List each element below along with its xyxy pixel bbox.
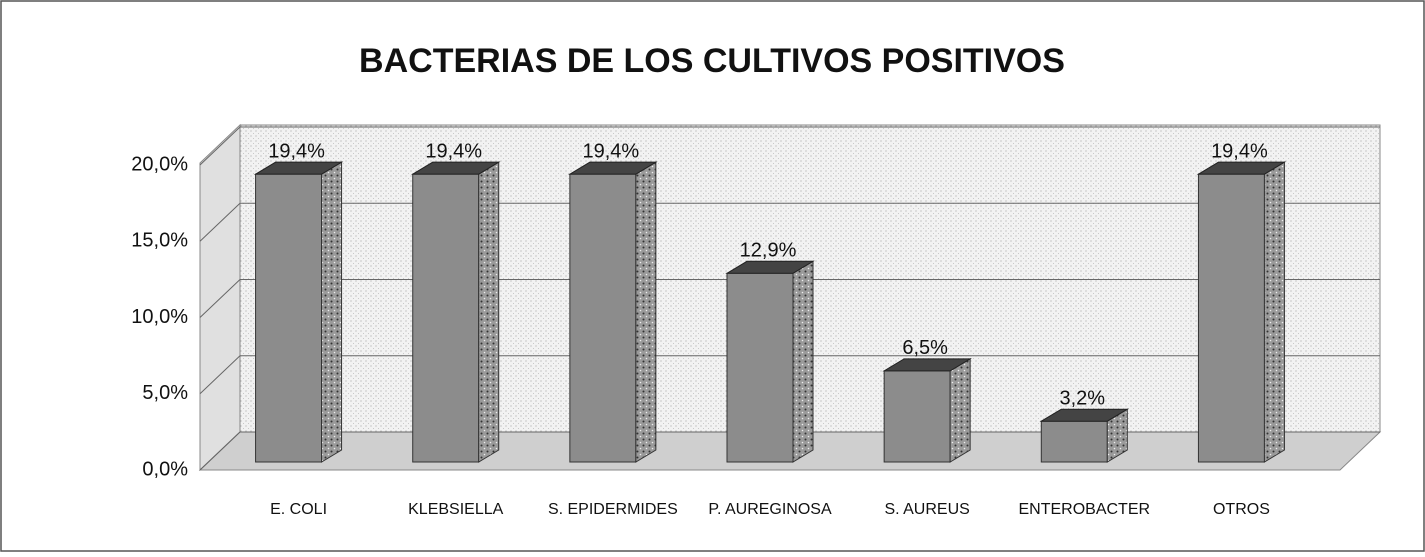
y-tick-label: 10,0% — [131, 306, 188, 328]
bar-side — [1263, 161, 1285, 463]
grid-line — [199, 202, 1380, 242]
x-tick-label: ENTEROBACTER — [1018, 501, 1150, 518]
bar — [412, 173, 480, 463]
side-wall — [199, 123, 241, 472]
grid-line — [199, 355, 1380, 395]
bar-top — [568, 161, 658, 175]
x-tick-label: S. EPIDERMIDES — [548, 501, 678, 518]
y-tick-label: 15,0% — [131, 230, 188, 252]
bar — [255, 173, 323, 463]
bar — [1197, 173, 1265, 463]
bar-side — [478, 161, 500, 463]
x-tick-label: KLEBSIELLA — [408, 501, 504, 518]
y-tick-label: 20,0% — [131, 153, 188, 175]
y-tick-label: 5,0% — [142, 382, 188, 404]
bar-top — [1039, 408, 1130, 422]
bar-side — [635, 161, 657, 463]
value-label: 3,2% — [1059, 387, 1105, 409]
bar-top — [253, 161, 344, 175]
value-label: 19,4% — [425, 140, 482, 162]
grid-line — [199, 279, 1380, 318]
value-label: 12,9% — [740, 240, 797, 262]
bar — [569, 173, 637, 463]
value-label: 19,4% — [582, 140, 639, 162]
bar — [1040, 420, 1108, 463]
value-label: 19,4% — [1211, 140, 1268, 162]
value-label: 19,4% — [268, 140, 325, 162]
bar-top — [410, 161, 501, 175]
bar-top — [725, 260, 815, 274]
bar-side — [792, 260, 814, 463]
bar-top — [882, 358, 972, 372]
bar-side — [949, 357, 971, 463]
grid-line — [199, 126, 1380, 166]
bar-side — [321, 161, 343, 463]
x-tick-label: P. AUREGINOSA — [708, 501, 832, 518]
bar — [883, 370, 951, 463]
bar — [726, 272, 794, 463]
x-tick-label: OTROS — [1213, 501, 1270, 518]
x-tick-label: S. AUREUS — [884, 501, 969, 518]
y-tick-label: 0,0% — [142, 458, 188, 480]
bar-top — [1196, 161, 1287, 175]
value-label: 6,5% — [902, 337, 948, 359]
x-tick-label: E. COLI — [270, 501, 327, 518]
grid-line — [199, 431, 1380, 471]
chart-title: BACTERIAS DE LOS CULTIVOS POSITIVOS — [359, 42, 1065, 80]
